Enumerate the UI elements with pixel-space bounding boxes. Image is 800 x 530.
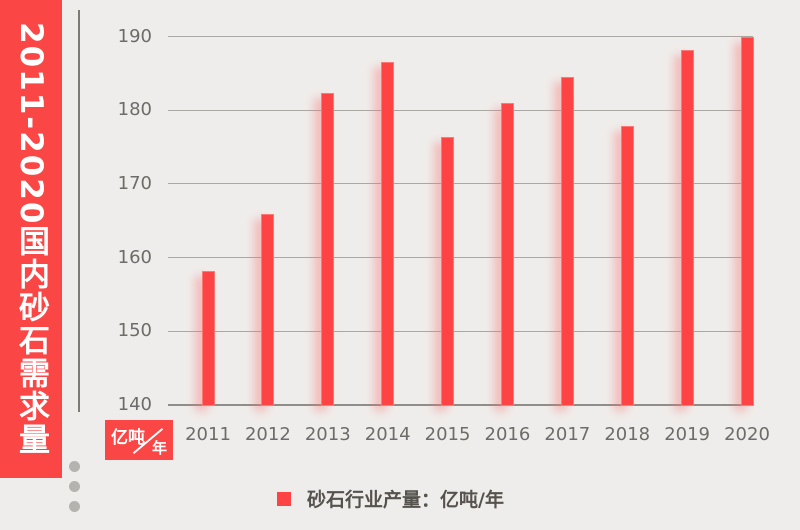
- bar-2012: [261, 214, 275, 406]
- bar-2017: [560, 77, 574, 406]
- bar-2013: [321, 93, 335, 406]
- y-axis-unit-badge: 亿吨 年: [105, 420, 173, 460]
- bar-2011: [201, 270, 215, 406]
- decor-dot: [69, 481, 80, 492]
- x-tick-label: 2020: [724, 424, 770, 445]
- bar-2020: [740, 36, 754, 406]
- gridline: [168, 109, 753, 111]
- y-axis-line: [78, 10, 80, 412]
- y-tick-label: 190: [117, 25, 152, 47]
- decor-dot: [69, 501, 80, 512]
- decor-dot: [69, 461, 80, 472]
- gridline: [168, 36, 753, 37]
- unit-numerator: 亿吨: [111, 428, 145, 448]
- x-tick-label: 2016: [484, 424, 531, 445]
- title-banner: 2011-2020国内砂石需求量: [0, 0, 62, 478]
- y-tick-label: 180: [117, 99, 152, 121]
- bar-2019: [680, 49, 694, 406]
- x-tick-label: 2018: [604, 424, 651, 445]
- gridline: [168, 257, 753, 259]
- page-title: 2011-2020国内砂石需求量: [13, 21, 49, 457]
- bar-2016: [500, 102, 514, 406]
- y-tick-label: 170: [117, 172, 152, 194]
- y-tick-label: 140: [117, 394, 152, 415]
- bar-2015: [441, 136, 455, 406]
- legend: 砂石行业产量：亿吨/年: [277, 485, 504, 512]
- x-tick-label: 2013: [304, 424, 351, 445]
- y-tick-label: 150: [117, 320, 152, 342]
- legend-label: 砂石行业产量：亿吨/年: [307, 489, 504, 511]
- y-tick-label: 160: [117, 246, 152, 268]
- x-tick-label: 2011: [185, 424, 231, 445]
- x-tick-label: 2012: [244, 424, 291, 445]
- unit-denominator: 年: [151, 439, 167, 457]
- x-axis-line: [168, 404, 753, 406]
- legend-marker-icon: [277, 491, 291, 506]
- gridline: [168, 330, 753, 332]
- x-tick-label: 2015: [424, 424, 471, 445]
- x-tick-label: 2014: [364, 424, 411, 445]
- gridline: [168, 183, 753, 185]
- bar-2014: [381, 62, 395, 406]
- bar-2018: [620, 126, 634, 406]
- x-tick-label: 2019: [664, 424, 711, 445]
- x-tick-label: 2017: [544, 424, 591, 445]
